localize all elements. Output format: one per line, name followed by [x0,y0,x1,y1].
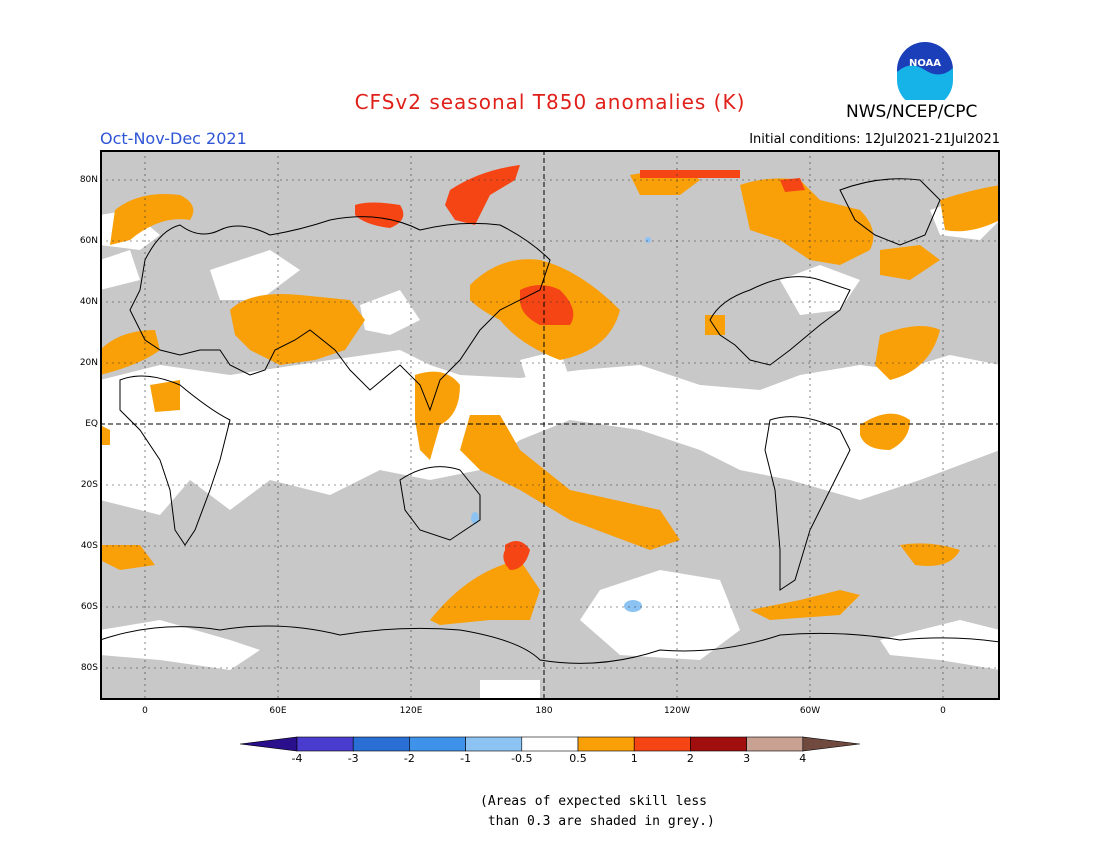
colorbar-tick-label: 4 [799,752,807,765]
lon-label-0-right: 0 [940,706,946,716]
lat-label-40n: 40N [79,297,98,307]
colorbar-tick-label: -1 [460,752,472,765]
lat-label-20n: 20N [79,358,98,368]
lat-label-20s: 20S [80,480,98,490]
lat-lon-grid [100,150,1000,700]
lat-label-80s: 80S [80,663,98,673]
colorbar-tick-label: -2 [403,752,415,765]
lon-label-120w: 120W [663,706,691,716]
lat-label-60n: 60N [79,236,98,246]
noaa-logo: NOAA [896,41,954,100]
warm-anomaly-regions [100,170,1000,625]
map-title: CFSv2 seasonal T850 anomalies (K) [354,90,746,114]
colorbar-swatch [746,736,804,752]
colorbar-tick-label: -3 [347,752,359,765]
colorbar-swatch [465,736,523,752]
lat-label-60s: 60S [80,602,98,612]
colorbar [240,736,860,752]
colorbar-swatch [577,736,635,752]
colorbar-swatch [690,736,747,752]
lon-label-120e: 120E [399,706,423,716]
lon-label-180: 180 [535,706,553,716]
lon-label-60w: 60W [799,706,821,716]
colorbar-swatch [521,736,579,752]
lon-label-0-left: 0 [142,706,148,716]
colorbar-swatch [633,736,691,752]
colorbar-tick-label: -0.5 [511,752,533,765]
agency-label: NWS/NCEP/CPC [846,102,978,122]
colorbar-tick-label: 1 [630,752,638,765]
colorbar-swatch [352,736,410,752]
colorbar-tick-label: 2 [686,752,694,765]
colorbar-tick-label: 3 [743,752,751,765]
colorbar-swatch [296,736,354,752]
colorbar-tick-label: -4 [291,752,303,765]
colorbar-swatches [240,736,860,752]
equator-dateline [100,150,1000,700]
lon-label-60e: 60E [269,706,287,716]
noaa-logo-text: NOAA [909,58,941,69]
lat-label-80n: 80N [79,175,98,185]
lat-label-eq: EQ [85,419,98,429]
colorbar-tick-label: 0.5 [569,752,587,765]
coastlines [100,178,1000,700]
colorbar-swatch [409,736,466,752]
skill-note: (Areas of expected skill less than 0.3 a… [480,794,715,829]
initial-conditions-label: Initial conditions: 12Jul2021-21Jul2021 [749,132,1000,147]
season-label: Oct-Nov-Dec 2021 [100,129,247,148]
colorbar-swatch-min [240,736,298,752]
anomaly-map [100,150,1000,700]
lat-label-40s: 40S [80,541,98,551]
colorbar-swatch-max [802,736,860,752]
cool-anomaly-regions [471,237,651,612]
strong-warm-anomaly-regions [355,165,805,570]
